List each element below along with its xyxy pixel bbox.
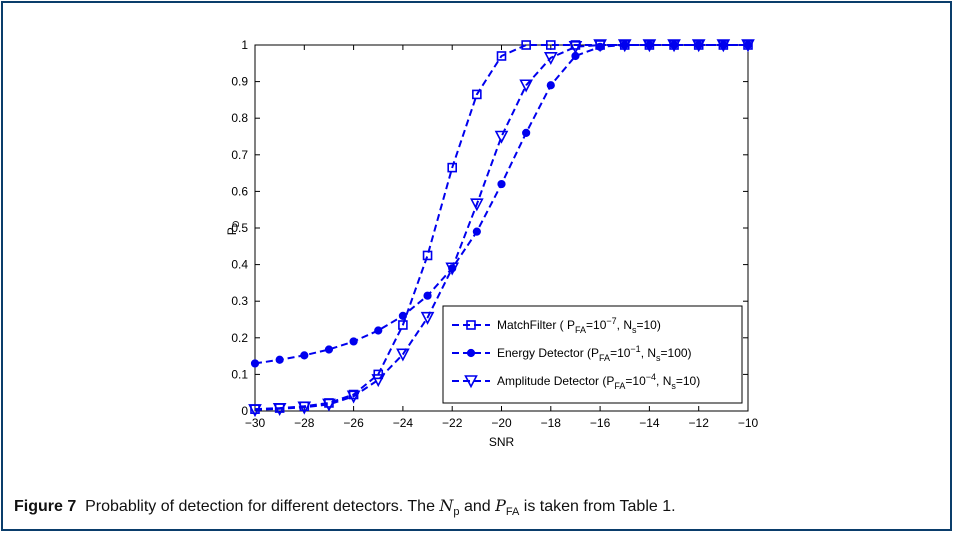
- data-point: [568, 41, 583, 55]
- y-tick-label: 0.1: [231, 367, 248, 381]
- data-point: [593, 39, 607, 53]
- data-point: [445, 262, 460, 276]
- data-point: [617, 39, 632, 53]
- data-point: [272, 403, 287, 417]
- y-axis-label-main: P: [225, 227, 239, 235]
- caption-np-sub: p: [453, 506, 460, 519]
- data-point: [322, 398, 336, 412]
- x-tick-label: −26: [343, 416, 364, 430]
- x-tick-label: −14: [639, 416, 660, 430]
- caption-pfa-sub: FA: [505, 506, 520, 519]
- y-axis-label-sub: D: [231, 220, 241, 227]
- x-axis-label: SNR: [489, 435, 515, 449]
- y-tick-label: 0.4: [231, 258, 248, 272]
- data-point: [496, 51, 507, 61]
- data-point: [642, 39, 657, 53]
- data-point: [494, 130, 509, 144]
- data-point: [423, 291, 432, 300]
- legend-box: [442, 305, 743, 404]
- data-point: [248, 404, 262, 418]
- x-tick-label: −10: [738, 416, 759, 430]
- x-tick-label: −20: [491, 416, 512, 430]
- data-point: [497, 179, 506, 189]
- y-tick-label: 0.2: [231, 331, 248, 345]
- series-line: [254, 44, 748, 411]
- y-tick-label: 0.8: [231, 111, 248, 125]
- y-axis-label: PD: [225, 220, 241, 235]
- data-point: [275, 355, 284, 364]
- data-point: [374, 326, 383, 335]
- caption-np-var: N: [439, 496, 454, 515]
- legend-label: Amplitude Detector (PFA=10−4, Ns=10): [497, 372, 700, 391]
- data-point: [300, 351, 309, 360]
- legend-label: MatchFilter ( PFA=10−7, Ns=10): [497, 316, 661, 335]
- caption-pfa-var: P: [495, 496, 506, 515]
- data-point: [521, 40, 531, 50]
- x-tick-label: −16: [590, 416, 611, 430]
- series-triangle-down: [248, 39, 755, 418]
- data-point: [371, 374, 386, 388]
- data-point: [422, 250, 433, 261]
- y-tick-label: 0: [241, 404, 248, 418]
- data-point: [546, 81, 555, 90]
- data-point: [545, 40, 556, 50]
- legend: MatchFilter ( PFA=10−7, Ns=10) Energy Det…: [442, 305, 743, 404]
- y-tick-label: 1: [241, 38, 248, 52]
- x-tick-label: −24: [393, 416, 414, 430]
- y-tick-label: 0.5: [231, 221, 248, 235]
- svg-text:PD: PD: [225, 220, 241, 235]
- data-point: [716, 39, 731, 53]
- detection-probability-chart: −30 −28 −26 −24 −22 −20 −18 −16 −14 −12 −10 0 0.1 0.2…: [225, 38, 759, 449]
- legend-entry: Energy Detector (PFA=10−1, Ns=100): [452, 344, 692, 363]
- figure-caption: Figure 7 Probablity of detection for dif…: [14, 496, 676, 518]
- data-point: [691, 39, 706, 53]
- legend-marker: [466, 320, 476, 330]
- y-tick-label: 0.6: [231, 184, 248, 198]
- data-point: [324, 345, 334, 354]
- data-point: [297, 401, 312, 415]
- caption-label: Figure 7: [14, 498, 77, 515]
- data-point: [543, 52, 558, 66]
- data-point: [396, 348, 410, 362]
- caption-text-1: Probablity of detection for different de…: [85, 498, 440, 515]
- data-point: [472, 227, 481, 236]
- data-point: [420, 311, 435, 325]
- legend-entry: MatchFilter ( PFA=10−7, Ns=10): [452, 316, 661, 335]
- data-point: [667, 39, 681, 53]
- legend-marker: [466, 348, 476, 358]
- x-tick-label: −30: [245, 416, 266, 430]
- legend-marker: [464, 375, 478, 389]
- data-point: [741, 39, 755, 53]
- data-point: [398, 311, 407, 320]
- x-tick-label: −28: [294, 416, 315, 430]
- caption-text-3: is taken from Table 1.: [519, 498, 676, 515]
- x-tick-label: −12: [689, 416, 710, 430]
- x-tick-label: −22: [442, 416, 463, 430]
- data-point: [470, 198, 484, 212]
- legend-entry: Amplitude Detector (PFA=10−4, Ns=10): [452, 372, 700, 391]
- data-point: [346, 390, 361, 404]
- x-tick-label: −18: [541, 416, 562, 430]
- data-point: [398, 320, 408, 330]
- data-point: [519, 79, 533, 93]
- y-tick-label: 0.3: [231, 294, 248, 308]
- data-point: [447, 162, 458, 173]
- data-point: [472, 89, 482, 100]
- y-tick-label: 0.9: [231, 75, 248, 89]
- data-point: [250, 359, 260, 368]
- caption-text-2: and: [459, 498, 496, 515]
- y-tick-label: 0.7: [231, 148, 248, 162]
- data-point: [522, 128, 531, 137]
- data-point: [349, 337, 358, 346]
- legend-label: Energy Detector (PFA=10−1, Ns=100): [497, 344, 692, 363]
